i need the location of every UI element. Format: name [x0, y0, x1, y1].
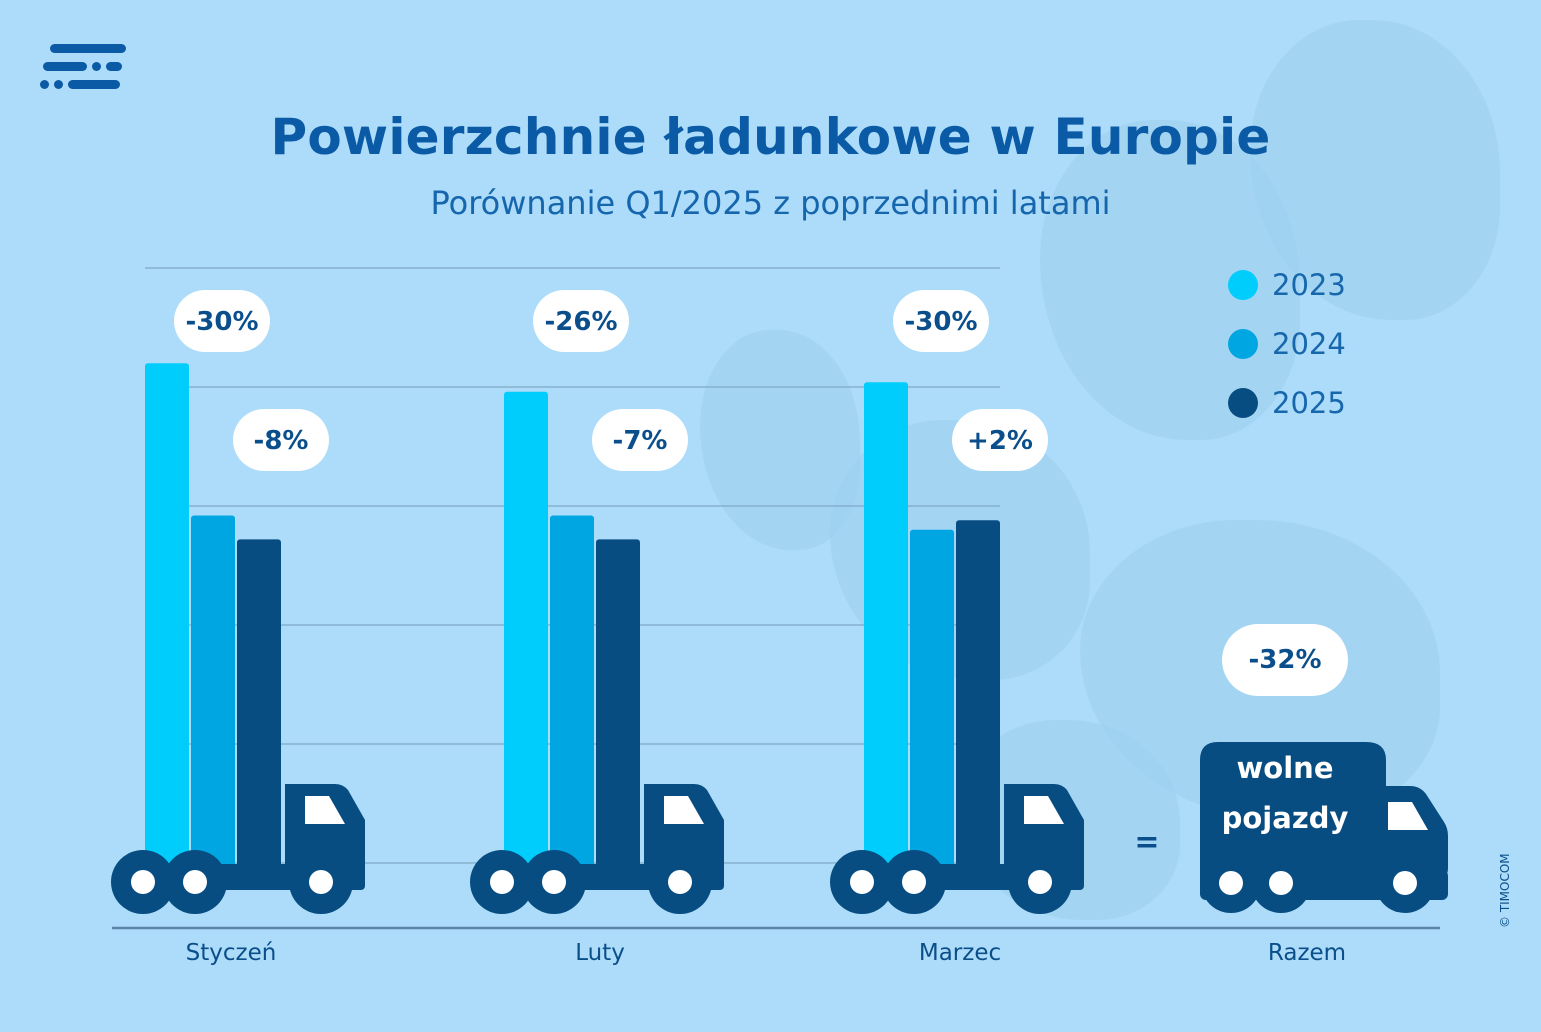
wheel-hub-icon	[542, 870, 566, 894]
europe-map-shape	[1250, 20, 1500, 320]
pill-background	[233, 409, 329, 471]
pill-background	[893, 290, 989, 352]
wheel-hub-icon	[1393, 871, 1417, 895]
change-pill-lower: -7%	[592, 409, 688, 471]
bar-2025-1	[596, 539, 640, 871]
legend-dot-icon	[1228, 329, 1258, 359]
pill-label: -7%	[613, 426, 668, 456]
pill-background	[592, 409, 688, 471]
change-pill-lower: +2%	[952, 409, 1048, 471]
bar-2025-0	[237, 539, 281, 871]
pill-label: -32%	[1248, 645, 1321, 675]
category-label-styczen: Styczeń	[185, 940, 277, 966]
wheel-hub-icon	[902, 870, 926, 894]
wheel-hub-icon	[1028, 870, 1052, 894]
wheel-hub-icon	[131, 870, 155, 894]
wheel-hub-icon	[183, 870, 207, 894]
change-pill-upper: -26%	[533, 290, 629, 352]
truck-window	[305, 796, 345, 824]
category-label-marzec: Marzec	[918, 940, 1002, 966]
wheel-hub-icon	[850, 870, 874, 894]
bar-2023-0	[145, 363, 189, 871]
pill-label: -26%	[544, 307, 617, 337]
change-pill-upper: -30%	[174, 290, 270, 352]
wheel-hub-icon	[490, 870, 514, 894]
timocom-logo-icon	[40, 44, 126, 89]
bar-2024-1	[550, 515, 594, 871]
total-truck-window	[1388, 802, 1428, 830]
truck-text-line1: wolne	[1237, 751, 1334, 785]
legend-dot-icon	[1228, 388, 1258, 418]
change-pill-upper: -30%	[893, 290, 989, 352]
equals-sign: =	[1134, 825, 1159, 860]
chart-title: Powierzchnie ładunkowe w Europie	[270, 108, 1271, 166]
pill-label: +2%	[967, 426, 1033, 456]
total-truck-body	[1200, 742, 1448, 880]
change-pill-lower: -8%	[233, 409, 329, 471]
total-truck-icon	[1200, 742, 1448, 913]
pill-label: -8%	[254, 426, 309, 456]
pill-background	[174, 290, 270, 352]
pill-label: -30%	[185, 307, 258, 337]
legend-item-2024: 2024	[1228, 327, 1346, 361]
wheel-hub-icon	[668, 870, 692, 894]
copyright-text: © TIMOCOM	[1498, 853, 1512, 928]
pill-background	[1222, 624, 1348, 696]
wheel-hub-icon	[1219, 871, 1243, 895]
bar-2023-1	[504, 391, 548, 871]
truck-text-line2: pojazdy	[1222, 801, 1349, 835]
truck-window	[664, 796, 704, 824]
bar-2025-2	[956, 520, 1000, 871]
pill-background	[952, 409, 1048, 471]
category-label-luty: Luty	[575, 940, 625, 966]
wheel-hub-icon	[1269, 871, 1293, 895]
category-label-razem: Razem	[1267, 940, 1347, 966]
legend-label: 2023	[1272, 268, 1346, 302]
legend-dot-icon	[1228, 270, 1258, 300]
pill-label: -30%	[904, 307, 977, 337]
legend-item-2023: 2023	[1228, 268, 1346, 302]
legend-label: 2024	[1272, 327, 1346, 361]
bar-2024-2	[910, 529, 954, 871]
pill-background	[533, 290, 629, 352]
legend-item-2025: 2025	[1228, 386, 1346, 420]
chart-subtitle: Porównanie Q1/2025 z poprzednimi latami	[430, 184, 1111, 222]
wheel-hub-icon	[309, 870, 333, 894]
total-change-pill: -32%	[1222, 624, 1348, 696]
bar-2023-2	[864, 382, 908, 871]
legend-label: 2025	[1272, 386, 1346, 420]
truck-window	[1024, 796, 1064, 824]
bar-2024-0	[191, 515, 235, 871]
